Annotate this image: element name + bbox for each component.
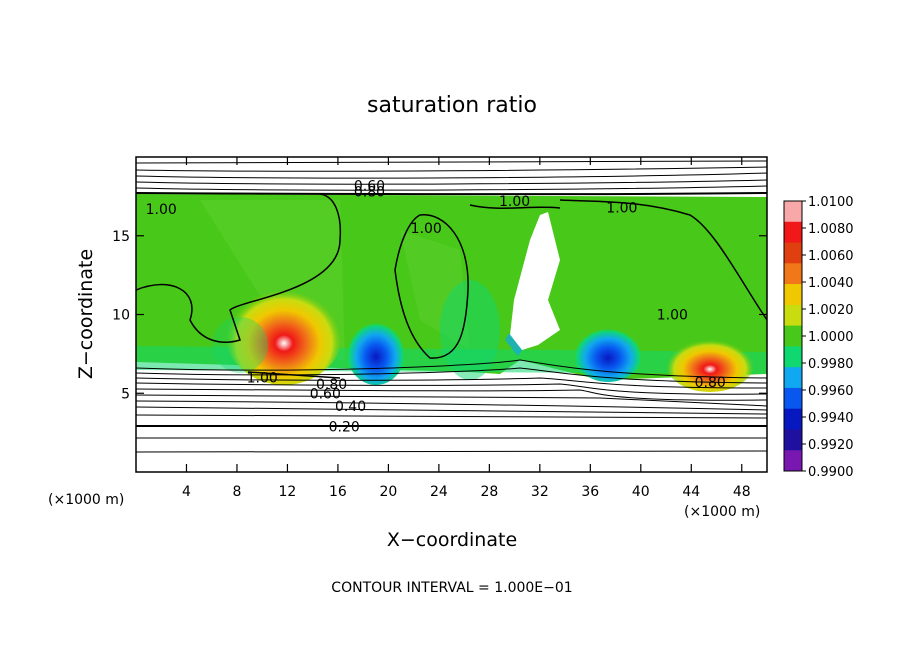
y-axis-ticks: 5 10 15 [112,229,767,402]
max-blob-1 [224,275,344,385]
y-tick-label: 5 [121,386,130,402]
cyan-blob [440,280,500,380]
y-tick-label: 15 [112,229,130,245]
colorbar-swatch [784,346,802,368]
x-tick-label: 16 [329,484,347,500]
contour-label: 0.80 [316,377,347,393]
x-tick-label: 48 [733,484,751,500]
colorbar-swatch [784,201,802,223]
x-tick-label: 28 [480,484,498,500]
contour-interval-note: CONTOUR INTERVAL = 1.000E−01 [331,580,572,596]
x-unit-right: (×1000 m) [684,504,760,520]
x-tick-label: 12 [279,484,297,500]
colorbar-label: 1.0060 [808,249,854,264]
colorbar-swatch [784,429,802,451]
colorbar-swatch [784,304,802,327]
unity-contours [136,193,767,379]
contour-label: 0.40 [335,399,366,415]
contour-label: 0.60 [310,386,341,402]
contour-label: 1.00 [247,371,278,387]
x-tick-label: 4 [182,484,191,500]
colorbar-swatch [784,284,802,306]
colorbar-label: 0.9980 [808,357,854,372]
colorbar: 1.0100 1.0080 1.0060 1.0040 1.0020 1.0000 0.99… [783,195,854,480]
contour-label: 0.20 [329,419,360,435]
colorbar-label: 0.9900 [808,465,854,480]
colorbar-swatch [784,450,802,472]
contour-label: 0.60 [354,178,385,194]
contour-label: 1.00 [606,200,637,216]
min-blob-2 [573,322,643,382]
colorbar-label: 1.0100 [808,195,854,210]
x-axis-label: X−coordinate [387,529,517,551]
colorbar-swatch [784,408,802,430]
contour-label: 1.00 [411,221,442,237]
colorbar-swatch [784,263,802,285]
x-axis-ticks: 4 8 12 16 20 24 28 32 36 40 44 48 [182,157,751,500]
colorbar-swatch [784,242,802,264]
colorbar-swatch [784,387,802,410]
min-blob-1 [346,315,406,385]
colorbar-label: 1.0020 [808,303,854,318]
contour-label: 0.80 [354,185,385,201]
x-tick-label: 24 [430,484,448,500]
chart-title: saturation ratio [367,93,537,118]
x-unit-left: (×1000 m) [48,492,124,508]
dry-gap-edge [505,333,522,356]
x-tick-label: 36 [581,484,599,500]
x-tick-label: 32 [531,484,549,500]
colorbar-label: 1.0040 [808,276,854,291]
contour-label: 1.00 [657,308,688,324]
y-tick-label: 10 [112,308,130,324]
upper-contours [136,160,767,196]
colorbar-label: 0.9920 [808,438,854,453]
cyan-blob-2 [212,317,268,373]
contour-label: 1.00 [146,202,177,218]
x-tick-label: 8 [232,484,241,500]
dry-gap [510,212,560,350]
x-tick-label: 44 [682,484,700,500]
colorbar-swatch [784,325,802,347]
colorbar-swatch [784,221,802,244]
plot-area [136,157,767,472]
contour-label: 0.80 [695,375,726,391]
colorbar-label: 1.0080 [808,222,854,237]
x-tick-label: 40 [632,484,650,500]
colorbar-label: 1.0000 [808,330,854,345]
colorbar-swatch [784,367,802,389]
colorbar-label: 0.9960 [808,384,854,399]
colorbar-label: 0.9940 [808,411,854,426]
x-tick-label: 20 [379,484,397,500]
contour-labels: 0.600.801.001.001.00 1.001.001.00 0.800.60… [146,178,726,435]
y-axis-label: Z−coordinate [75,249,97,379]
contour-label: 1.00 [499,194,530,210]
